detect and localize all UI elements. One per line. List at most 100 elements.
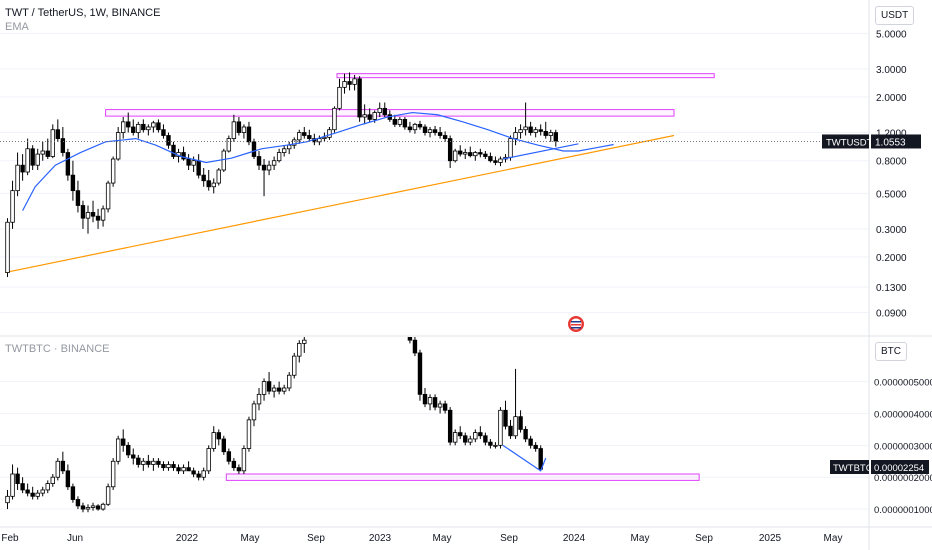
time-tick-label: Sep (695, 533, 713, 544)
support-zone[interactable] (225, 473, 700, 481)
bottom-pane[interactable] (5, 334, 700, 513)
candle-body (211, 432, 216, 449)
candle-body (302, 339, 307, 344)
candle-body (25, 489, 30, 494)
candle-body (377, 107, 382, 113)
candle-body (121, 121, 126, 133)
candle-body (191, 470, 196, 475)
candle-body (105, 182, 111, 210)
candle-body (5, 495, 10, 504)
candle-body (55, 460, 61, 478)
candle-body (156, 122, 161, 131)
drawn-trendline[interactable] (502, 143, 579, 160)
candle-body (211, 182, 216, 188)
candle-body (216, 432, 221, 440)
candle-body (261, 381, 267, 395)
trendline[interactable] (4, 134, 675, 274)
candle-body (427, 397, 433, 405)
candle-body (427, 129, 433, 133)
candle-body (141, 123, 146, 131)
time-tick-label: Sep (500, 533, 518, 544)
candle-body (281, 387, 287, 392)
candle-body (372, 112, 377, 120)
lower-pane-title[interactable]: TWTBTC · BINANCE (5, 343, 110, 355)
grid-lines (0, 32, 869, 510)
flag-icon[interactable] (568, 316, 584, 332)
candle-body (447, 409, 453, 443)
candle-body (141, 460, 146, 465)
time-axis[interactable]: Feb Jun 2022 May Sep 2023 May Sep 2024 May Sep 2025… (1, 533, 842, 544)
candle-body (422, 393, 428, 405)
time-tick-label: Sep (307, 533, 325, 544)
candle-body (171, 144, 176, 157)
candle-body (503, 409, 508, 427)
currency-button-bottom[interactable]: BTC (875, 342, 907, 361)
chart-title[interactable]: TWT / TetherUS, 1W, BINANCE (5, 7, 161, 19)
candle-body (493, 160, 498, 163)
top-pane[interactable] (0, 72, 869, 278)
time-tick-label: 2022 (176, 533, 199, 544)
candle-body (161, 464, 166, 469)
price-tick-label: 0.5000 (876, 189, 907, 200)
candle-body (226, 451, 232, 462)
indicator-label[interactable]: EMA (5, 21, 29, 33)
candle-body (302, 132, 307, 136)
candle-body (50, 129, 55, 157)
candle-body (80, 205, 86, 219)
last-price-tag-text: 0.00002254 (874, 463, 924, 474)
price-axis-bottom[interactable]: 0.0000005000 0.0000004000 0.0000003000 0.00… (830, 378, 932, 516)
candle-body (15, 473, 20, 484)
candle-body (412, 339, 418, 354)
price-tick-label: 0.0000002000 (874, 473, 932, 484)
candle-body (452, 432, 458, 443)
candle-body (452, 150, 458, 162)
time-tick-label: May (631, 533, 650, 544)
candle-body (442, 403, 448, 411)
candle-body (261, 164, 267, 171)
candle-body (70, 486, 76, 500)
price-tick-label: 0.8000 (876, 157, 907, 168)
candle-body (131, 126, 136, 133)
candle-body (271, 160, 277, 166)
candle-body (292, 355, 297, 376)
candle-body (45, 150, 50, 157)
candle-body (256, 393, 262, 405)
price-axis-top[interactable]: 5.0000 3.0000 2.0000 1.2000 0.8000 0.5000 0.30… (822, 29, 921, 320)
candle-body (100, 208, 106, 221)
candle-body (518, 416, 523, 430)
candle-body (166, 464, 171, 469)
candle-body (533, 444, 538, 449)
candle-body (286, 374, 292, 389)
price-tick-label: 0.1300 (876, 283, 907, 294)
candle-body (513, 132, 518, 139)
candle-body (70, 174, 76, 192)
time-tick-label: 2023 (369, 533, 392, 544)
ema-line[interactable] (22, 111, 614, 211)
candle-body (221, 150, 227, 171)
candle-body (548, 132, 553, 136)
candle-body (146, 460, 151, 465)
candle-body (151, 460, 156, 465)
candle-body (75, 499, 81, 507)
currency-button-top[interactable]: USDT (875, 6, 915, 25)
resistance-zone[interactable] (336, 73, 715, 79)
candle-body (463, 152, 468, 155)
candle-body (286, 144, 292, 150)
candle-body (397, 118, 403, 125)
candle-body (412, 123, 418, 131)
candle-body (432, 397, 438, 408)
candle-body (271, 387, 277, 392)
time-tick-label: May (241, 533, 260, 544)
candle-body (317, 138, 322, 143)
candle-body (528, 438, 533, 446)
candle-body (498, 409, 503, 446)
candle-body (292, 139, 297, 146)
candle-body (493, 444, 498, 447)
drawn-trendline[interactable] (502, 444, 547, 472)
time-tick-label: Jun (67, 533, 83, 544)
candle-body (322, 136, 327, 139)
candle-body (50, 476, 55, 484)
price-tick-label: 0.0000001000 (874, 505, 932, 516)
candle-body (483, 435, 488, 443)
